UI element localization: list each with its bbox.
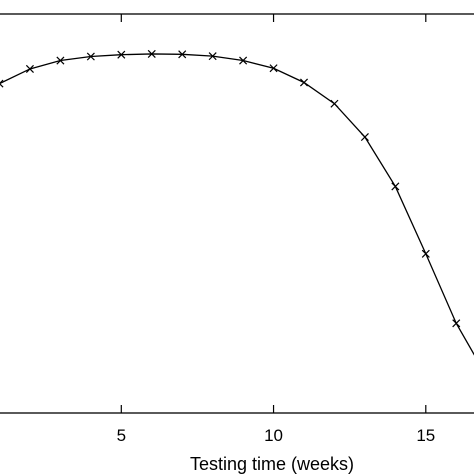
series-line: [0, 53, 474, 356]
data-point-marker: [239, 56, 248, 65]
data-point-marker: [330, 99, 339, 108]
x-tick-label: 15: [416, 426, 435, 445]
x-axis-label: Testing time (weeks): [190, 454, 354, 474]
data-point-marker: [391, 182, 400, 191]
data-point-marker: [452, 319, 461, 328]
data-point-marker: [56, 56, 65, 65]
data-point-marker: [269, 64, 278, 73]
data-point-marker: [299, 78, 309, 87]
data-point-marker: [25, 64, 34, 73]
plot-frame: [0, 13, 474, 414]
data-point-marker: [117, 50, 126, 59]
series-layer: [0, 49, 474, 356]
x-axis-ticks: [120, 14, 427, 413]
x-tick-label: 5: [117, 426, 126, 445]
data-point-marker: [208, 52, 217, 61]
data-point-marker: [421, 249, 430, 258]
data-point-marker: [0, 79, 4, 88]
plot-area: [0, 13, 474, 414]
data-point-marker: [86, 52, 95, 61]
data-point-marker: [178, 50, 187, 59]
data-point-marker: [147, 49, 156, 58]
x-axis-tick-labels: 5 10 15: [117, 426, 436, 445]
x-tick-label: 10: [264, 426, 283, 445]
data-point-marker: [360, 133, 369, 142]
